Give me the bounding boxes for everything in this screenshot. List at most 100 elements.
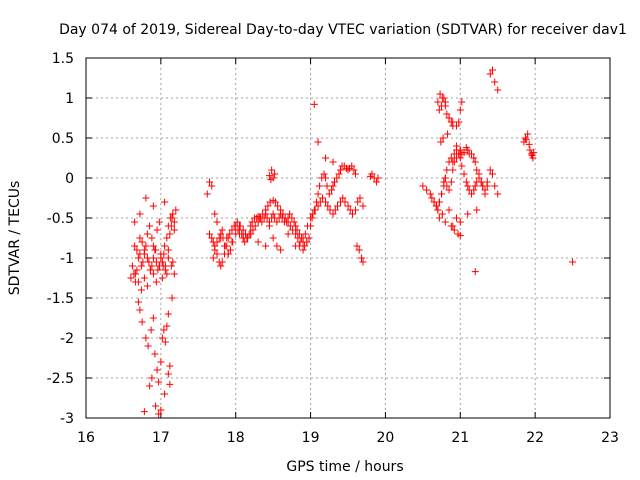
- data-point: [441, 174, 449, 182]
- data-point: [147, 326, 155, 334]
- data-point: [149, 270, 157, 278]
- data-point: [254, 238, 262, 246]
- data-point: [281, 214, 289, 222]
- data-point: [311, 206, 319, 214]
- data-point: [249, 226, 257, 234]
- y-tick-label: -1.5: [47, 291, 74, 307]
- data-point: [166, 380, 174, 388]
- data-point: [157, 406, 165, 414]
- data-point: [213, 238, 221, 246]
- data-point: [169, 258, 177, 266]
- data-point: [223, 234, 231, 242]
- data-point: [271, 198, 279, 206]
- data-point: [247, 230, 255, 238]
- data-point: [359, 258, 367, 266]
- data-point: [470, 154, 478, 162]
- x-tick-label: 16: [77, 430, 95, 446]
- data-point: [475, 170, 483, 178]
- data-point: [314, 138, 322, 146]
- data-point: [488, 170, 496, 178]
- data-point: [286, 222, 294, 230]
- data-point: [213, 218, 221, 226]
- data-point: [322, 174, 330, 182]
- data-point: [133, 246, 141, 254]
- data-point: [468, 190, 476, 198]
- data-point: [473, 206, 481, 214]
- data-point: [153, 366, 161, 374]
- data-point: [134, 278, 142, 286]
- data-point: [236, 222, 244, 230]
- data-point: [273, 242, 281, 250]
- data-point: [235, 230, 243, 238]
- data-point: [168, 294, 176, 302]
- data-point: [271, 170, 279, 178]
- data-point: [153, 226, 161, 234]
- data-point: [139, 258, 147, 266]
- data-point: [453, 214, 461, 222]
- data-point: [269, 234, 277, 242]
- data-point: [295, 242, 303, 250]
- data-point: [458, 162, 466, 170]
- data-point: [233, 218, 241, 226]
- data-point: [435, 106, 443, 114]
- data-point: [166, 230, 174, 238]
- x-tick-label: 20: [377, 430, 395, 446]
- data-point: [473, 166, 481, 174]
- data-point: [435, 214, 443, 222]
- data-point: [211, 210, 219, 218]
- data-point: [254, 218, 262, 226]
- data-point: [354, 198, 362, 206]
- data-point: [449, 166, 457, 174]
- data-point: [488, 66, 496, 74]
- data-point: [309, 210, 317, 218]
- data-point: [445, 114, 453, 122]
- data-point: [158, 258, 166, 266]
- data-point: [305, 234, 313, 242]
- data-point: [152, 278, 160, 286]
- data-point: [440, 178, 448, 186]
- x-tick-label: 19: [302, 430, 320, 446]
- data-point: [359, 202, 367, 210]
- data-point: [170, 218, 178, 226]
- data-point: [142, 194, 150, 202]
- data-point: [146, 222, 154, 230]
- y-axis-ticks: 1.5 1 0.5 0 -0.5 -1 -1.5 -2 -2.5 -3: [47, 51, 610, 427]
- data-point: [456, 106, 464, 114]
- data-point: [299, 246, 307, 254]
- data-point: [471, 182, 479, 190]
- y-tick-label: -3: [60, 411, 74, 427]
- data-point: [325, 190, 333, 198]
- data-point: [434, 206, 442, 214]
- x-tick-label: 22: [526, 430, 544, 446]
- data-point: [211, 246, 219, 254]
- data-point: [530, 148, 538, 156]
- data-point: [479, 182, 487, 190]
- data-point: [137, 262, 145, 270]
- data-point: [224, 250, 232, 258]
- data-point: [486, 70, 494, 78]
- data-point: [348, 210, 356, 218]
- data-point: [319, 194, 327, 202]
- data-point: [157, 250, 165, 258]
- data-point: [522, 136, 530, 144]
- data-point: [328, 186, 336, 194]
- data-point: [314, 190, 322, 198]
- data-point: [524, 130, 532, 138]
- data-point: [209, 254, 217, 262]
- data-point: [163, 270, 171, 278]
- data-point: [217, 262, 225, 270]
- data-point: [445, 186, 453, 194]
- data-point: [337, 166, 345, 174]
- data-point: [170, 270, 178, 278]
- y-tick-label: -2: [60, 331, 74, 347]
- data-point: [372, 178, 380, 186]
- data-point: [456, 146, 464, 154]
- data-point: [161, 390, 169, 398]
- data-point: [368, 170, 376, 178]
- data-point: [438, 190, 446, 198]
- data-point: [134, 254, 142, 262]
- data-point: [155, 262, 163, 270]
- data-point: [133, 266, 141, 274]
- data-point: [239, 226, 247, 234]
- data-point: [136, 210, 144, 218]
